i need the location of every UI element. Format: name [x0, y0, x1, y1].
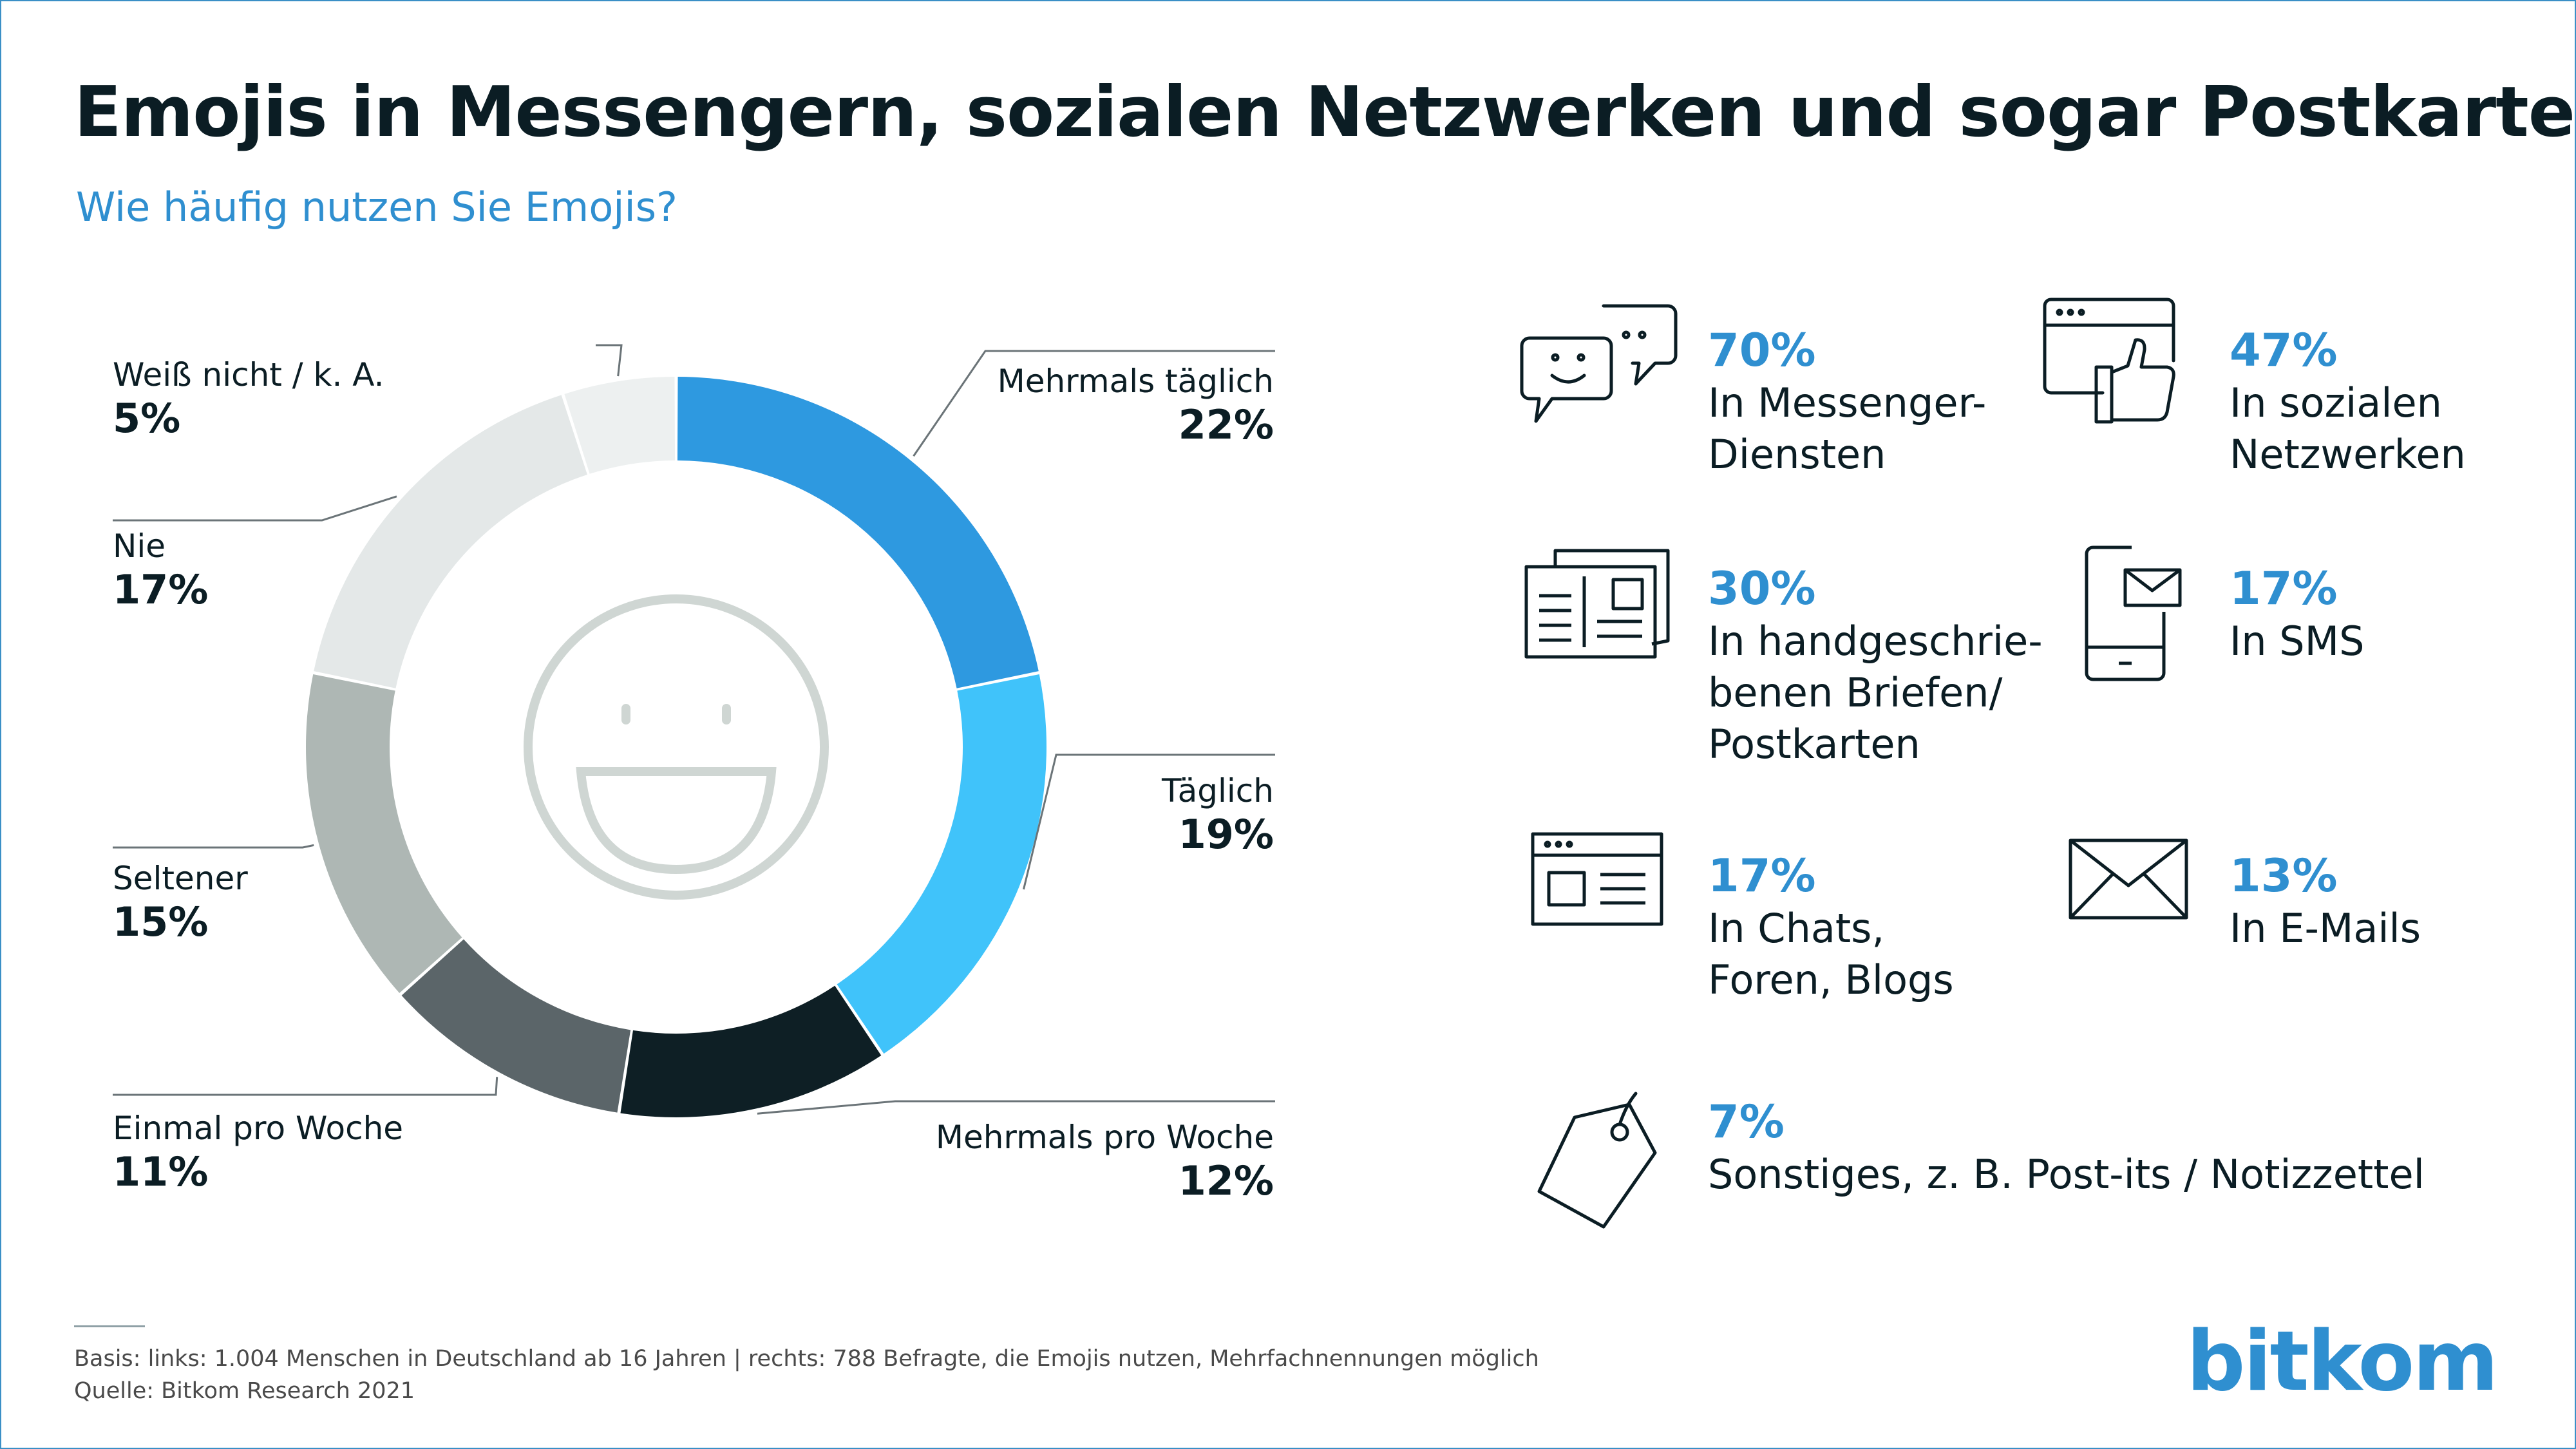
social-like-icon	[2041, 296, 2183, 425]
stat-label: In Chats, Foren, Blogs	[1708, 905, 1954, 1003]
label-einmal-pro-woche: Einmal pro Woche 11%	[113, 1109, 403, 1197]
stat-value: 17%	[2230, 562, 2338, 615]
chart-title: Emojis in Messengern, sozialen Netzwerke…	[74, 72, 2576, 153]
leader-line-3	[113, 1077, 498, 1096]
value-label: 11%	[113, 1148, 209, 1195]
tag-icon	[1536, 1088, 1658, 1230]
stat-label: Sonstiges, z. B. Post-its / Notizzettel	[1708, 1151, 2425, 1198]
category-label: Mehrmals täglich	[997, 363, 1274, 400]
leader-line-4	[113, 844, 314, 849]
footnote: Basis: links: 1.004 Menschen in Deutschl…	[74, 1343, 1539, 1407]
chat-bubbles-icon	[1520, 299, 1678, 425]
label-mehrmals-pro-woche: Mehrmals pro Woche 12%	[936, 1118, 1274, 1206]
value-label: 15%	[113, 898, 209, 945]
category-label: Mehrmals pro Woche	[935, 1119, 1274, 1156]
value-label: 22%	[1178, 401, 1274, 448]
stat-emails: 13% In E-Mails	[2230, 849, 2421, 954]
category-label: Seltener	[113, 860, 248, 897]
donut-slice-1	[837, 674, 1046, 1054]
value-label: 19%	[1178, 811, 1274, 858]
stat-label: In handgeschrie- benen Briefen/ Postkart…	[1708, 618, 2043, 768]
stat-value: 13%	[2230, 849, 2338, 902]
envelope-icon	[2067, 837, 2190, 921]
stat-label: In E-Mails	[2230, 905, 2421, 952]
browser-window-icon	[1530, 831, 1665, 927]
footnote-basis: Basis: links: 1.004 Menschen in Deutschl…	[74, 1346, 1539, 1372]
bitkom-logo: bitkom	[2186, 1314, 2499, 1410]
value-label: 5%	[113, 395, 181, 442]
stat-label: In sozialen Netzwerken	[2230, 379, 2466, 478]
stat-value: 70%	[1708, 324, 1816, 377]
postcard-icon	[1523, 547, 1671, 660]
footnote-divider	[74, 1325, 145, 1327]
stat-value: 7%	[1708, 1095, 1785, 1148]
value-label: 17%	[113, 566, 209, 613]
stat-value: 47%	[2230, 324, 2338, 377]
label-weiss-nicht: Weiß nicht / k. A. 5%	[113, 355, 384, 443]
leader-line-5	[113, 495, 397, 522]
leader-line-2	[757, 1100, 1275, 1115]
label-mehrmals-taeglich: Mehrmals täglich 22%	[998, 362, 1274, 450]
category-label: Einmal pro Woche	[113, 1110, 404, 1147]
label-nie: Nie 17%	[113, 527, 208, 614]
smartphone-mail-icon	[2083, 544, 2186, 683]
label-taeglich: Täglich 19%	[1162, 772, 1274, 859]
stat-value: 30%	[1708, 562, 1816, 615]
donut-slice-2	[620, 985, 882, 1117]
stat-briefe: 30% In handgeschrie- benen Briefen/ Post…	[1708, 562, 2043, 770]
category-label: Täglich	[1161, 772, 1274, 810]
chart-subtitle: Wie häufig nutzen Sie Emojis?	[76, 184, 677, 231]
leader-line-0	[913, 350, 1275, 457]
footnote-source: Quelle: Bitkom Research 2021	[74, 1378, 415, 1404]
leader-line-6	[596, 344, 623, 377]
stat-sms: 17% In SMS	[2230, 562, 2365, 667]
category-label: Nie	[113, 527, 166, 565]
smiley-icon	[524, 594, 829, 900]
donut-slice-6	[564, 377, 676, 474]
stat-social: 47% In sozialen Netzwerken	[2230, 323, 2466, 480]
category-label: Weiß nicht / k. A.	[113, 356, 384, 393]
stat-sonstiges: 7% Sonstiges, z. B. Post-its / Notizzett…	[1708, 1095, 2425, 1200]
stat-messenger: 70% In Messenger- Diensten	[1708, 323, 1986, 480]
leader-line-1	[1023, 753, 1275, 890]
donut-slice-0	[677, 377, 1039, 688]
value-label: 12%	[1178, 1157, 1274, 1204]
stat-chats: 17% In Chats, Foren, Blogs	[1708, 849, 1954, 1006]
donut-slice-5	[314, 395, 587, 688]
stat-value: 17%	[1708, 849, 1816, 902]
donut-slice-3	[401, 939, 631, 1113]
stat-label: In SMS	[2230, 618, 2365, 665]
donut-slice-4	[306, 674, 462, 993]
stat-label: In Messenger- Diensten	[1708, 379, 1987, 478]
label-seltener: Seltener 15%	[113, 859, 248, 947]
